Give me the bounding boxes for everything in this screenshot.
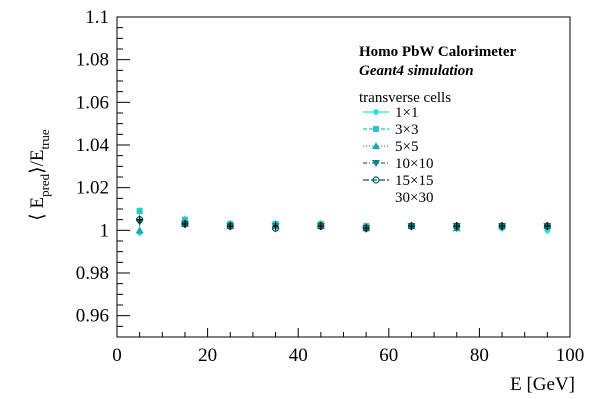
x-tick-label: 20 [198, 345, 217, 366]
x-tick-label: 40 [289, 345, 308, 366]
annotation-title: Homo PbW Calorimeter [359, 44, 517, 60]
x-axis-label: E [GeV] [510, 374, 575, 395]
legend-label: 10×10 [395, 156, 433, 172]
y-tick-label: 1.06 [76, 92, 109, 113]
y-tick-label: 1.04 [76, 135, 110, 156]
y-axis-label: ⟨ Epred⟩/Etrue [27, 129, 52, 221]
legend-label: 15×15 [395, 173, 433, 189]
axis-ticks [116, 16, 571, 337]
x-tick-label: 0 [112, 345, 122, 366]
legend-marker [372, 176, 380, 184]
y-tick-label: 0.96 [76, 306, 109, 327]
y-tick-label: 1 [100, 220, 110, 241]
y-tick-labels: 0.96 0.98 1 1.02 1.04 1.06 1.08 1.1 [76, 7, 110, 327]
data-point [136, 208, 143, 215]
data-point [135, 226, 144, 234]
legend-label: 1×1 [395, 105, 418, 121]
annotation-subtitle: Geant4 simulation [359, 63, 474, 79]
y-axis-label-mid: ⟩/E [27, 150, 48, 174]
x-tick-label: 80 [470, 345, 489, 366]
data-points [135, 207, 552, 237]
legend-marker [372, 142, 380, 149]
legend-title: transverse cells [359, 90, 451, 106]
x-tick-label: 60 [379, 345, 398, 366]
y-tick-label: 1.02 [76, 178, 109, 199]
legend-label: 30×30 [395, 190, 433, 206]
y-tick-label: 1.1 [85, 7, 109, 28]
x-tick-label: 100 [556, 345, 585, 366]
legend-label: 5×5 [395, 139, 418, 155]
y-tick-label: 0.98 [76, 263, 109, 284]
legend-marker [372, 160, 380, 167]
y-tick-label: 1.08 [76, 50, 109, 71]
y-axis-label-sub-true: true [37, 129, 52, 149]
data-point [181, 216, 188, 223]
y-axis-label-sub-pred: pred [37, 173, 52, 197]
legend-marker [373, 109, 379, 115]
x-tick-labels: 0 20 40 60 80 100 [112, 345, 584, 366]
legend-label: 3×3 [395, 122, 418, 138]
legend-marker [373, 126, 379, 132]
plot-frame [116, 16, 571, 338]
y-axis-label-prefix: ⟨ E [27, 197, 48, 221]
